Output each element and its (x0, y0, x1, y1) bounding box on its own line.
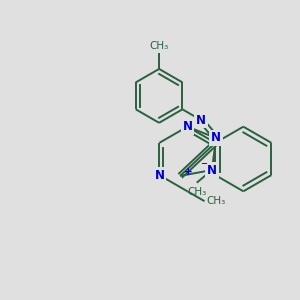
Text: CH₃: CH₃ (206, 196, 226, 206)
Text: CH₃: CH₃ (187, 187, 206, 197)
Text: N: N (196, 114, 206, 127)
Text: N: N (211, 131, 221, 145)
Text: N: N (154, 169, 164, 182)
Text: +: + (184, 167, 192, 177)
Text: N: N (182, 120, 192, 133)
Text: ⁻: ⁻ (200, 160, 208, 173)
Text: CH₃: CH₃ (149, 41, 169, 51)
Text: N: N (207, 164, 217, 176)
